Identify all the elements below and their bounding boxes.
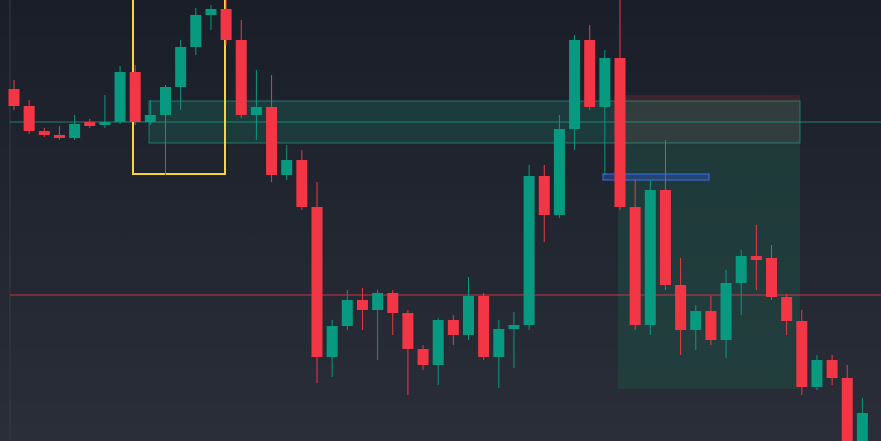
candle-body [387, 293, 399, 313]
candle-body [796, 321, 808, 387]
candle-body [144, 115, 156, 122]
candle-body [129, 72, 141, 122]
candle-body [781, 297, 793, 321]
candle-body [220, 9, 232, 40]
candle-body [478, 296, 490, 357]
candle-body [402, 313, 414, 349]
candle-body [826, 360, 838, 378]
candles [8, 0, 868, 441]
candle-body [644, 190, 656, 325]
candle-body [629, 207, 641, 325]
candle-body [311, 207, 323, 357]
candle-body [84, 122, 96, 126]
candle-body [750, 256, 762, 260]
candle-body [811, 360, 823, 387]
entry-box [602, 173, 710, 181]
candle-body [538, 176, 550, 215]
candle-body [23, 106, 35, 131]
candle-body [523, 176, 535, 325]
candle-body [432, 320, 444, 365]
candle-body [690, 311, 702, 330]
candle-body [841, 378, 853, 441]
candle-body [720, 283, 732, 340]
candle-body [447, 320, 459, 335]
candle-body [675, 285, 687, 330]
candle-body [114, 72, 126, 122]
stop-zone [618, 95, 800, 143]
candle-body [356, 300, 368, 310]
candle-body [735, 256, 747, 283]
candle-body [175, 47, 187, 87]
candle-body [569, 40, 581, 129]
candle-body [190, 15, 202, 47]
candle-body [341, 300, 353, 326]
candle-body [250, 107, 262, 115]
candle-body [8, 89, 20, 106]
candle-body [599, 58, 611, 107]
candle-body [296, 160, 308, 207]
candle-body [372, 293, 384, 310]
candle-body [326, 326, 338, 357]
candle-body [417, 349, 429, 365]
candle-body [235, 40, 247, 115]
candle-body [205, 9, 217, 15]
candle-body [659, 190, 671, 285]
candle-body [493, 329, 505, 357]
candle-body [266, 107, 278, 175]
candle-body [508, 325, 520, 329]
candle-body [53, 135, 65, 138]
candle-body [160, 87, 171, 115]
candle-body [281, 160, 293, 175]
candle-body [38, 131, 50, 135]
candle-body [553, 129, 565, 215]
candle-body [614, 58, 626, 207]
candle-body [584, 40, 596, 107]
candle-body [463, 296, 474, 335]
candle-body [69, 124, 81, 138]
candle-body [766, 258, 777, 297]
candle-body [705, 311, 717, 340]
candle-body [856, 413, 868, 441]
candle-body [99, 122, 111, 125]
